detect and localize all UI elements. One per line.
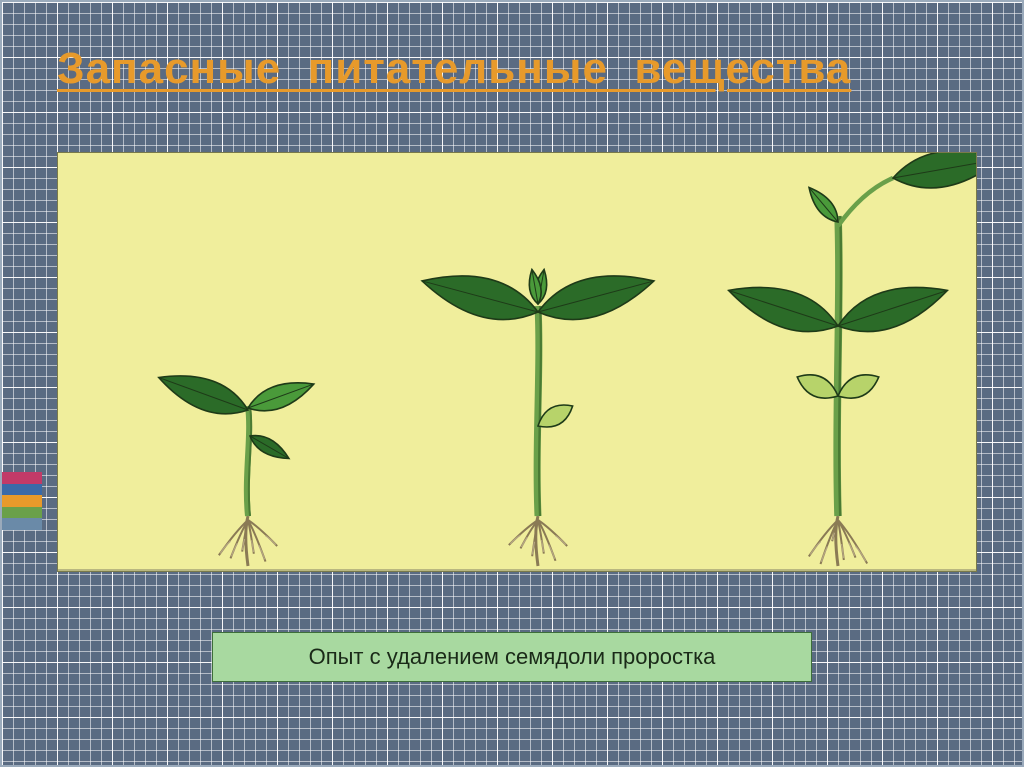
slide-title: Запасные питательные вещества: [57, 44, 851, 94]
accent-stripe: [2, 472, 42, 484]
caption-text: Опыт с удалением семядоли проростка: [309, 644, 716, 670]
accent-stripe: [2, 507, 42, 519]
seedling-stage-1: [138, 326, 358, 571]
slide: Запасные питательные вещества: [0, 0, 1024, 767]
accent-bar: [2, 472, 42, 530]
accent-stripe: [2, 484, 42, 496]
illustration-panel: [57, 152, 977, 572]
seedling-stage-3: [698, 152, 977, 571]
seedling-stage-2: [398, 241, 678, 571]
accent-stripe: [2, 495, 42, 507]
accent-stripe: [2, 518, 42, 530]
caption-box: Опыт с удалением семядоли проростка: [212, 632, 812, 682]
